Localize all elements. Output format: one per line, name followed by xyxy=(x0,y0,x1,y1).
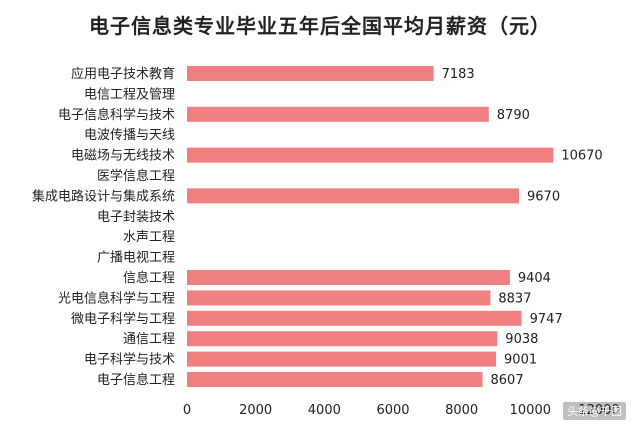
x-tick-label: 2000 xyxy=(239,403,272,418)
data-label: 7183 xyxy=(442,67,475,82)
bar xyxy=(187,106,489,122)
bar xyxy=(187,147,554,163)
category-label: 电子信息工程 xyxy=(97,372,175,388)
x-tick-label: 6000 xyxy=(376,403,409,418)
category-label: 光电信息科学与工程 xyxy=(58,290,175,306)
data-label: 10670 xyxy=(561,149,602,164)
x-tick-label: 10000 xyxy=(510,403,551,418)
category-label: 应用电子技术教育 xyxy=(71,66,175,82)
category-label: 电子信息科学与技术 xyxy=(58,107,175,123)
data-label: 8837 xyxy=(498,291,531,306)
data-label: 9670 xyxy=(527,189,560,204)
data-label: 8790 xyxy=(497,108,530,123)
bar xyxy=(187,351,497,367)
category-label: 通信工程 xyxy=(123,332,175,347)
bar xyxy=(187,188,520,204)
bar xyxy=(187,66,434,81)
category-label: 信息工程 xyxy=(123,270,175,286)
x-tick-label: 8000 xyxy=(445,403,478,418)
bar xyxy=(187,290,491,306)
x-tick-label: 12000 xyxy=(578,403,619,418)
bar xyxy=(187,372,483,387)
category-label: 集成电路设计与集成系统 xyxy=(32,188,175,204)
chart-title: 电子信息类专业毕业五年后全国平均月薪资（元） xyxy=(89,14,551,38)
data-label: 8607 xyxy=(491,373,524,388)
category-label: 电子科学与技术 xyxy=(84,352,175,368)
category-label: 广播电视工程 xyxy=(97,251,175,266)
category-label: 医学信息工程 xyxy=(97,168,175,184)
bar xyxy=(187,310,522,326)
category-label: 电信工程及管理 xyxy=(84,87,175,102)
x-tick-label: 0 xyxy=(183,403,191,418)
category-label: 水声工程 xyxy=(123,230,175,245)
bar xyxy=(187,331,498,347)
data-label: 9001 xyxy=(504,353,537,368)
category-label: 电磁场与无线技术 xyxy=(71,149,175,164)
data-label: 9747 xyxy=(530,312,563,327)
data-label: 9038 xyxy=(505,332,538,347)
category-label: 微电子科学与工程 xyxy=(71,311,175,327)
bar xyxy=(187,270,510,285)
x-tick-label: 4000 xyxy=(308,403,341,418)
data-label: 9404 xyxy=(518,271,551,286)
category-label: 电波传播与天线 xyxy=(84,128,175,143)
watermark: 头条@千图 xyxy=(563,402,626,420)
category-label: 电子封装技术 xyxy=(97,210,175,225)
